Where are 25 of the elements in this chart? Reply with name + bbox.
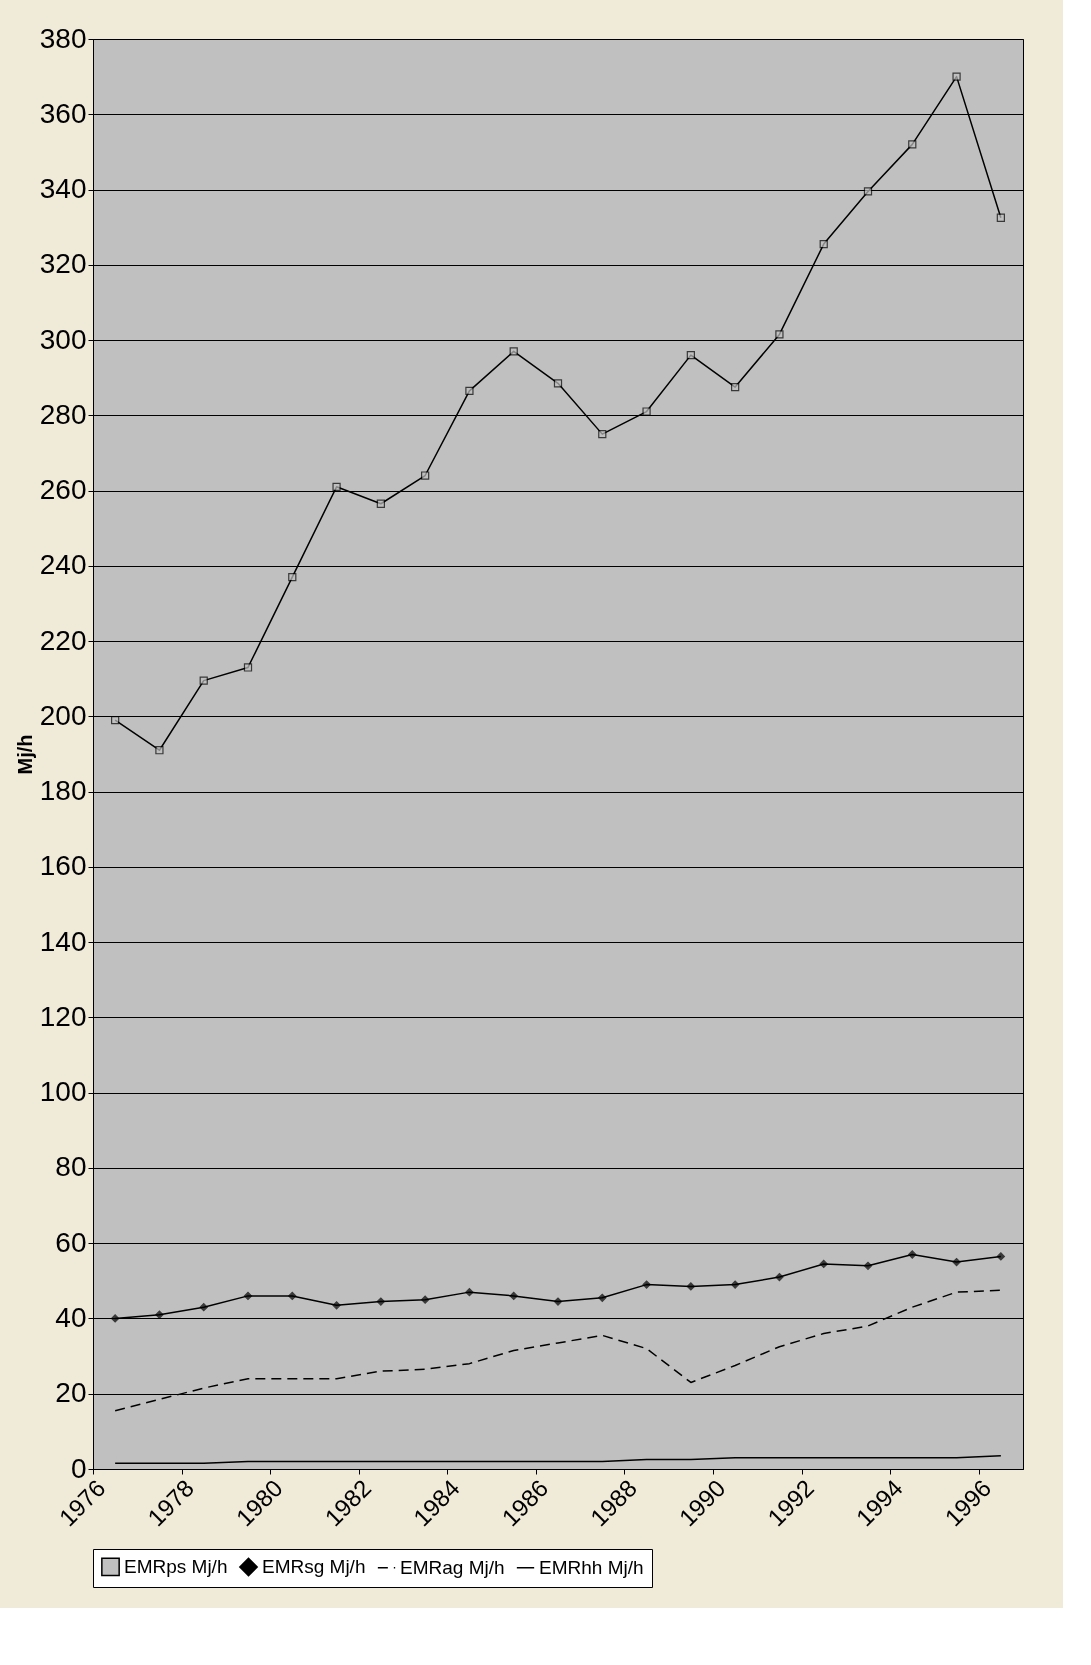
y-tick-label: 100 xyxy=(39,1076,87,1108)
y-tick-label: 200 xyxy=(39,699,87,731)
y-tick-label: 0 xyxy=(70,1452,87,1484)
legend-label: EMRps Mj/h xyxy=(124,1555,228,1577)
y-tick-label: 240 xyxy=(39,549,87,581)
y-tick-label: 180 xyxy=(39,775,87,807)
y-axis-title: Mj/h xyxy=(13,734,36,775)
y-tick-label: 280 xyxy=(39,398,87,430)
legend-label: EMRsg Mj/h xyxy=(262,1555,366,1577)
y-tick-label: 300 xyxy=(39,323,87,355)
y-tick-label: 60 xyxy=(55,1226,87,1258)
y-tick-label: 360 xyxy=(39,97,87,129)
y-tick-label: 40 xyxy=(55,1301,87,1333)
y-tick-label: 160 xyxy=(39,850,87,882)
y-tick-label: 120 xyxy=(39,1000,87,1032)
y-tick-label: 140 xyxy=(39,925,87,957)
y-tick-label: 340 xyxy=(39,173,87,205)
legend-label: EMRag Mj/h xyxy=(400,1556,505,1578)
y-tick-label: 20 xyxy=(55,1377,87,1409)
y-tick-label: 260 xyxy=(39,474,87,506)
y-tick-label: 380 xyxy=(39,22,87,54)
y-tick-label: 320 xyxy=(39,248,87,280)
y-tick-label: 220 xyxy=(39,624,87,656)
legend-label: EMRhh Mj/h xyxy=(539,1556,644,1578)
y-tick-label: 80 xyxy=(55,1151,87,1183)
